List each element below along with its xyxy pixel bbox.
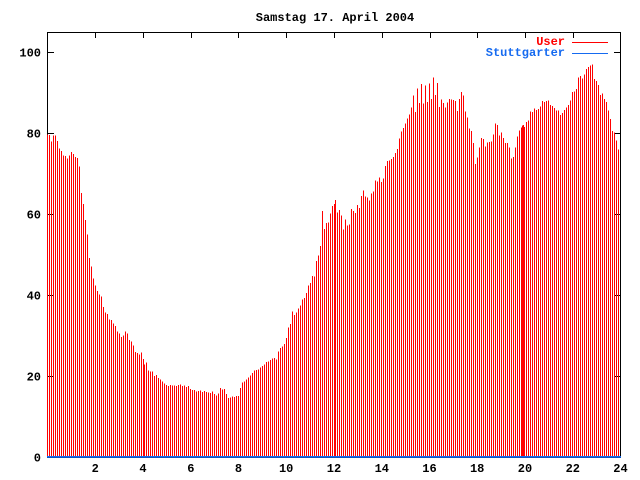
svg-text:24: 24 — [613, 462, 627, 476]
svg-text:0: 0 — [34, 452, 41, 466]
svg-text:100: 100 — [19, 47, 41, 61]
svg-text:80: 80 — [27, 128, 41, 142]
svg-text:20: 20 — [518, 462, 532, 476]
svg-text:6: 6 — [187, 462, 194, 476]
svg-text:22: 22 — [566, 462, 580, 476]
svg-text:18: 18 — [470, 462, 484, 476]
svg-text:40: 40 — [27, 290, 41, 304]
svg-text:Stuttgarter: Stuttgarter — [486, 46, 565, 60]
svg-text:User: User — [536, 35, 565, 49]
svg-text:4: 4 — [139, 462, 146, 476]
svg-text:Samstag 17. April 2004: Samstag 17. April 2004 — [256, 11, 414, 25]
svg-text:16: 16 — [422, 462, 436, 476]
svg-text:2: 2 — [92, 462, 99, 476]
svg-text:60: 60 — [27, 209, 41, 223]
svg-text:10: 10 — [279, 462, 293, 476]
svg-text:12: 12 — [327, 462, 341, 476]
svg-text:14: 14 — [375, 462, 389, 476]
svg-text:8: 8 — [235, 462, 242, 476]
svg-text:20: 20 — [27, 371, 41, 385]
